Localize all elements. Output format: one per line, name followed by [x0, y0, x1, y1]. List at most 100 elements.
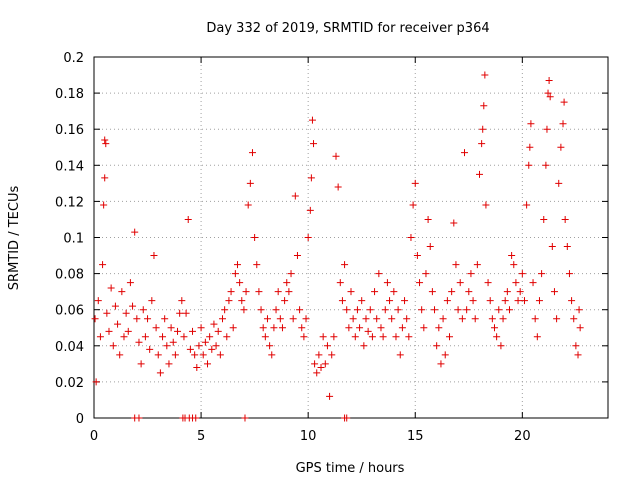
data-point: [461, 149, 469, 157]
data-point: [433, 342, 441, 350]
data-point: [392, 333, 400, 341]
y-tick-label: 0.06: [55, 304, 84, 319]
data-point: [418, 306, 426, 314]
data-point: [394, 306, 402, 314]
data-point: [514, 297, 522, 305]
data-point: [248, 149, 256, 157]
data-point: [362, 315, 370, 323]
data-point: [227, 288, 235, 296]
data-point: [450, 219, 458, 227]
data-point: [114, 320, 122, 328]
data-point: [553, 315, 561, 323]
x-tick-label: 20: [514, 429, 531, 444]
axis-ticks: 0 0.02 0.04 0.06 0.08 0.1 0.12 0.14 0.16 0.18 0.2 0…: [55, 51, 608, 444]
data-point: [268, 351, 276, 359]
data-point: [336, 279, 344, 287]
data-point: [478, 140, 486, 148]
data-point: [544, 89, 552, 97]
data-point: [184, 215, 192, 223]
data-point: [516, 288, 524, 296]
data-point: [405, 333, 413, 341]
y-axis-label: SRMTID / TECUs: [7, 186, 22, 291]
data-point: [133, 315, 141, 323]
data-point: [129, 302, 137, 310]
data-point: [543, 125, 551, 133]
data-point: [146, 345, 154, 353]
data-point: [241, 414, 249, 422]
data-point: [484, 279, 492, 287]
data-point: [206, 333, 214, 341]
data-point: [319, 333, 327, 341]
data-point: [296, 306, 304, 314]
data-point: [518, 270, 526, 278]
x-tick-label: 10: [300, 429, 317, 444]
data-point: [568, 297, 576, 305]
data-point: [398, 324, 406, 332]
data-point: [270, 324, 278, 332]
data-point: [306, 206, 314, 214]
data-point: [375, 270, 383, 278]
data-point: [186, 345, 194, 353]
data-point: [422, 270, 430, 278]
data-point: [152, 324, 160, 332]
data-point: [540, 215, 548, 223]
data-point: [167, 324, 175, 332]
data-point: [287, 270, 295, 278]
data-point: [109, 342, 117, 350]
data-point: [308, 116, 316, 124]
data-point: [120, 333, 128, 341]
data-point: [122, 309, 130, 317]
data-point: [240, 306, 248, 314]
data-point: [505, 306, 513, 314]
data-point: [214, 327, 222, 335]
data-point: [356, 324, 364, 332]
data-point: [182, 309, 190, 317]
data-point: [443, 297, 451, 305]
data-point: [545, 76, 553, 84]
data-point: [105, 327, 113, 335]
data-point: [481, 71, 489, 79]
data-point: [161, 315, 169, 323]
data-point: [542, 161, 550, 169]
data-point: [326, 392, 334, 400]
data-point: [401, 297, 409, 305]
data-point: [159, 333, 167, 341]
data-point: [291, 192, 299, 200]
data-point: [439, 315, 447, 323]
data-point: [529, 279, 537, 287]
data-point: [441, 351, 449, 359]
data-point: [272, 306, 280, 314]
data-point: [501, 297, 509, 305]
data-point: [139, 306, 147, 314]
data-point: [111, 302, 119, 310]
data-point: [420, 324, 428, 332]
data-point: [490, 324, 498, 332]
data-point: [407, 234, 415, 241]
data-point: [101, 136, 109, 144]
data-point: [366, 306, 374, 314]
data-point: [368, 333, 376, 341]
data-point: [403, 315, 411, 323]
data-point: [131, 228, 139, 236]
data-point: [476, 170, 483, 178]
data-point: [463, 306, 471, 314]
data-point: [242, 288, 250, 296]
data-point: [555, 179, 563, 187]
data-point: [465, 288, 473, 296]
data-point: [383, 279, 391, 287]
data-point: [165, 360, 173, 368]
data-point: [180, 333, 188, 341]
data-point: [116, 351, 124, 359]
data-point: [497, 342, 505, 350]
y-tick-label: 0.18: [55, 87, 84, 102]
data-point: [103, 309, 111, 317]
data-point: [386, 297, 394, 305]
data-point: [310, 140, 318, 148]
data-point: [201, 338, 209, 346]
data-point: [364, 327, 372, 335]
data-points: [91, 71, 584, 422]
y-tick-label: 0.16: [55, 123, 84, 138]
data-point: [575, 306, 583, 314]
data-point: [219, 315, 226, 323]
x-tick-label: 0: [90, 429, 98, 444]
